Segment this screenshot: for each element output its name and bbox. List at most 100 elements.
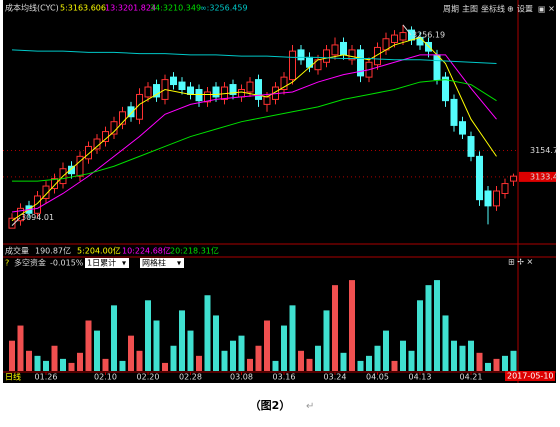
bar bbox=[77, 352, 83, 371]
dropdown-text[interactable]: 网格柱 bbox=[142, 258, 166, 268]
bar bbox=[119, 360, 126, 371]
bar bbox=[289, 305, 296, 371]
toolbar-button[interactable]: 主图 bbox=[462, 4, 478, 14]
bar bbox=[315, 345, 321, 371]
candle-body bbox=[153, 84, 160, 98]
y-tick-label: 3154.7 bbox=[530, 146, 558, 155]
caption: （图2） bbox=[250, 399, 291, 412]
bar bbox=[34, 355, 41, 371]
bar bbox=[476, 352, 483, 371]
bar bbox=[485, 362, 491, 371]
period-label: 日线 bbox=[5, 372, 21, 382]
bar bbox=[255, 345, 262, 371]
candle-body bbox=[484, 190, 492, 207]
toolbar-button[interactable]: 设置 bbox=[517, 4, 533, 14]
bar bbox=[60, 358, 66, 371]
bar bbox=[9, 340, 15, 371]
bar bbox=[128, 335, 134, 371]
bar bbox=[332, 285, 338, 371]
panel-icons[interactable]: ⊞ ✢ ✕ bbox=[508, 258, 533, 267]
ma-line bbox=[11, 49, 497, 65]
candle-body bbox=[144, 86, 152, 98]
bar bbox=[204, 295, 211, 371]
bar bbox=[162, 362, 168, 371]
ma-line bbox=[12, 79, 497, 182]
candle-body bbox=[178, 81, 186, 91]
bar bbox=[213, 315, 219, 371]
toolbar-button[interactable]: 周期 bbox=[443, 5, 459, 14]
return-mark: ↵ bbox=[306, 401, 314, 412]
candle-body bbox=[348, 49, 356, 61]
candle-body bbox=[255, 79, 262, 100]
candle-body bbox=[34, 195, 41, 214]
candle-body bbox=[467, 136, 475, 157]
volume-ma: 5:204.00亿 bbox=[77, 246, 121, 256]
bar bbox=[374, 345, 381, 371]
bar bbox=[408, 350, 415, 371]
bar bbox=[196, 355, 202, 371]
bar bbox=[434, 280, 440, 371]
candle-body bbox=[399, 32, 407, 41]
dropdown[interactable] bbox=[85, 258, 129, 268]
bar bbox=[417, 300, 423, 371]
candle-body bbox=[212, 86, 220, 98]
bar bbox=[366, 355, 372, 371]
x-tick-label: 04.13 bbox=[409, 373, 432, 382]
legend-item: ∞:3256.459 bbox=[200, 4, 248, 13]
bar bbox=[264, 320, 270, 371]
y-tick-label: 3133.4 bbox=[530, 172, 558, 181]
bar bbox=[510, 350, 517, 371]
bar bbox=[391, 360, 398, 371]
dropdown[interactable] bbox=[140, 258, 184, 268]
x-tick-label: 02.28 bbox=[179, 373, 202, 382]
volume-label: 成交量 bbox=[5, 246, 29, 256]
candle-body bbox=[280, 76, 288, 91]
dropdown-text[interactable]: 1日累计 bbox=[87, 258, 116, 268]
bar bbox=[230, 340, 236, 371]
bar bbox=[400, 340, 406, 371]
candle-body bbox=[331, 44, 339, 56]
toolbar-icon[interactable]: ▣ ✕ bbox=[538, 5, 555, 14]
menu-icon[interactable]: ? bbox=[5, 259, 9, 268]
candle-body bbox=[340, 41, 347, 56]
bar bbox=[357, 360, 364, 371]
candle-body bbox=[263, 96, 271, 105]
bar bbox=[68, 362, 75, 371]
candle-body bbox=[85, 145, 92, 160]
bar bbox=[221, 350, 228, 371]
candle-body bbox=[76, 155, 84, 177]
x-tick-label: 03.16 bbox=[273, 373, 296, 382]
bar bbox=[459, 345, 466, 371]
volume-value: 190.87亿 bbox=[35, 246, 71, 256]
dropdown-arrow[interactable]: ▾ bbox=[177, 259, 181, 268]
candle-body bbox=[195, 89, 203, 102]
volume-ma: 20:218.31亿 bbox=[170, 246, 219, 256]
x-tick-label: 01.26 bbox=[35, 373, 58, 382]
candle-body bbox=[127, 106, 135, 118]
indicator-value: -0.015% bbox=[50, 259, 84, 268]
price-box bbox=[519, 171, 556, 182]
x-tick-label: 03.08 bbox=[230, 373, 253, 382]
bar bbox=[187, 330, 194, 371]
candle-body bbox=[187, 86, 194, 95]
candle-body bbox=[501, 183, 509, 194]
toolbar-button[interactable]: 坐标线 bbox=[481, 4, 505, 14]
annotation: 3094.01 bbox=[21, 213, 54, 222]
bar bbox=[51, 345, 58, 371]
annotation: 3256.19 bbox=[412, 30, 445, 39]
candle-body bbox=[459, 121, 466, 135]
x-tick-label: 04.21 bbox=[460, 373, 483, 382]
dropdown-arrow[interactable]: ▾ bbox=[122, 259, 126, 268]
bar bbox=[502, 355, 508, 371]
bar bbox=[94, 330, 100, 371]
bar bbox=[323, 310, 330, 371]
candle-body bbox=[119, 111, 126, 125]
toolbar-icon[interactable]: ⊕ bbox=[507, 5, 514, 14]
date-label: 2017-05-10 bbox=[507, 372, 554, 381]
bar bbox=[451, 340, 457, 371]
bar bbox=[170, 345, 177, 371]
candle-body bbox=[323, 49, 330, 63]
bar bbox=[272, 360, 279, 371]
candle-body bbox=[493, 190, 500, 207]
